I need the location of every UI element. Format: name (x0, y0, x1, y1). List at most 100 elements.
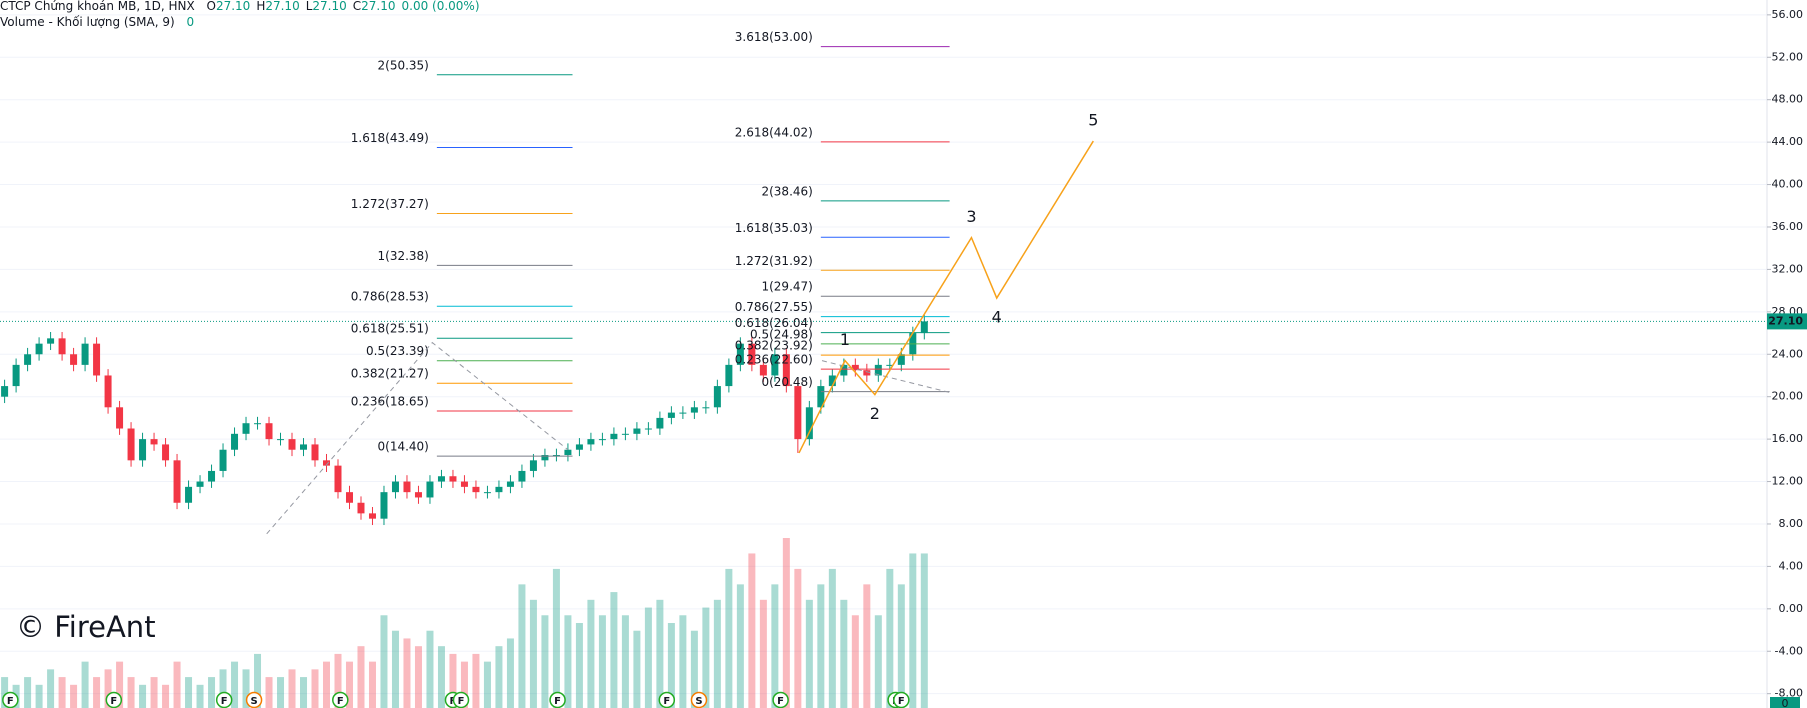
candle-body (621, 433, 629, 435)
fib-label: 0.618(25.51) (351, 322, 429, 336)
fib-label: 0(14.40) (378, 440, 429, 454)
candle-body (851, 364, 859, 371)
volume-bar (702, 607, 710, 708)
volume-bar (644, 607, 652, 708)
candle-body (472, 486, 480, 493)
volume-bar (656, 599, 664, 708)
event-label: F (458, 696, 465, 707)
volume-bar (667, 623, 675, 708)
volume-bar (391, 630, 399, 708)
volume-bar (173, 661, 181, 708)
volume-bar (529, 599, 537, 708)
event-label: F (7, 696, 14, 707)
volume-bar (35, 684, 43, 708)
candle-body (414, 492, 422, 498)
volume-bar (863, 584, 871, 708)
candle-body (368, 513, 376, 519)
volume-bar (265, 677, 273, 708)
grid-layer (0, 14, 1767, 695)
fib-label: 2.618(44.02) (735, 125, 813, 139)
candle-body (495, 486, 503, 493)
volume-bar (116, 661, 124, 708)
candle-body (231, 433, 239, 450)
y-tick-label: 8.00 (1779, 517, 1804, 530)
volume-bar (127, 677, 135, 708)
volume-bar (426, 630, 434, 708)
volume-bar (541, 615, 549, 708)
volume-bar (208, 677, 216, 708)
volume-bar (782, 538, 790, 708)
candle-body (437, 476, 445, 482)
candle-body (817, 386, 825, 408)
candle-body (564, 449, 572, 456)
candle-body (58, 338, 66, 355)
candle-body (633, 428, 641, 434)
fib-label: 1(32.38) (378, 249, 429, 263)
volume-bar (380, 615, 388, 708)
candle-body (24, 354, 32, 365)
volume-bar (231, 661, 239, 708)
y-tick-label: 36.00 (1772, 220, 1804, 233)
volume-bar (575, 623, 583, 708)
volume-bar (736, 584, 744, 708)
candle-body (794, 386, 802, 440)
candle-body (185, 486, 193, 503)
candle-body (610, 433, 618, 440)
event-label: S (695, 696, 702, 707)
fib-label: 0.382(23.92) (735, 339, 813, 353)
elliott-wave (798, 140, 1094, 454)
volume-bar (828, 568, 836, 708)
fib-label: 0.382(21.27) (351, 367, 429, 381)
y-tick-label: 4.00 (1779, 559, 1804, 572)
candle-body (345, 492, 353, 503)
y-tick-label: 48.00 (1772, 93, 1804, 106)
ohlc-value: 27.10 (265, 0, 299, 13)
ohlc-key: O (207, 0, 216, 13)
y-tick-label: 16.00 (1772, 432, 1804, 445)
fib-label: 0.618(26.04) (735, 316, 813, 330)
fib-label: 1.618(35.03) (735, 221, 813, 235)
volume-bar (886, 568, 894, 708)
candle-body (288, 439, 296, 450)
volume-bar (185, 677, 193, 708)
volume-bar (679, 615, 687, 708)
wave-label: 5 (1088, 111, 1098, 130)
candle-body (35, 343, 43, 355)
volume-bar (598, 615, 606, 708)
y-tick-label: 32.00 (1772, 262, 1804, 275)
ohlc-key: C (353, 0, 361, 13)
candle-body (127, 428, 135, 461)
volume-bar (518, 584, 526, 708)
volume-bar (621, 615, 629, 708)
candle-body (713, 386, 721, 408)
candle-body (162, 444, 170, 461)
candle-body (644, 428, 652, 430)
price-layer: 2(50.35) 1.618(43.49) 1.272(37.27) 1(32.38)… (0, 30, 1767, 708)
y-tick-label: 52.00 (1772, 50, 1804, 63)
candle-body (277, 439, 285, 441)
y-tick-label: 24.00 (1772, 347, 1804, 360)
candle-body (391, 481, 399, 493)
candle-body (575, 444, 583, 450)
volume-bar (920, 553, 928, 708)
candle-body (47, 338, 55, 344)
fib-label: 0.786(27.55) (735, 300, 813, 314)
y-tick-label: 44.00 (1772, 135, 1804, 148)
volume-axis-label: 0 (1782, 697, 1789, 708)
watermark: © FireAnt (16, 610, 156, 644)
candle-body (1, 386, 9, 397)
volume-bar (1, 677, 9, 708)
fib-label: 2(50.35) (378, 58, 429, 72)
candle-body (483, 492, 491, 494)
candle-body (311, 444, 319, 461)
volume-bar (357, 646, 365, 708)
volume-bar (449, 653, 457, 708)
candle-body (518, 470, 526, 482)
candle-body (920, 321, 928, 334)
candle-body (116, 407, 124, 429)
candle-body (782, 354, 790, 387)
volume-bar (24, 677, 32, 708)
ohlc-value: 27.10 (312, 0, 346, 13)
candle-body (254, 423, 262, 425)
change: 0.00 (0.00%) (402, 0, 480, 13)
